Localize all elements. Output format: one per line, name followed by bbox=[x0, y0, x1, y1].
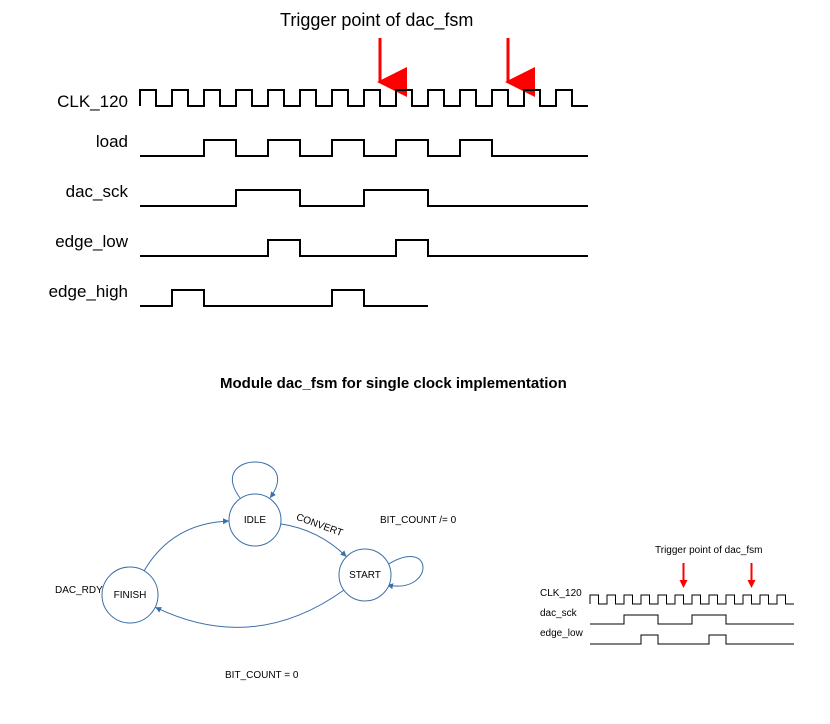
mini-label-clk: CLK_120 bbox=[540, 588, 582, 599]
mini-label-dac-sck: dac_sck bbox=[540, 608, 577, 619]
mini-timing-diagram bbox=[0, 0, 830, 724]
mini-label-edge-low: edge_low bbox=[540, 628, 583, 639]
